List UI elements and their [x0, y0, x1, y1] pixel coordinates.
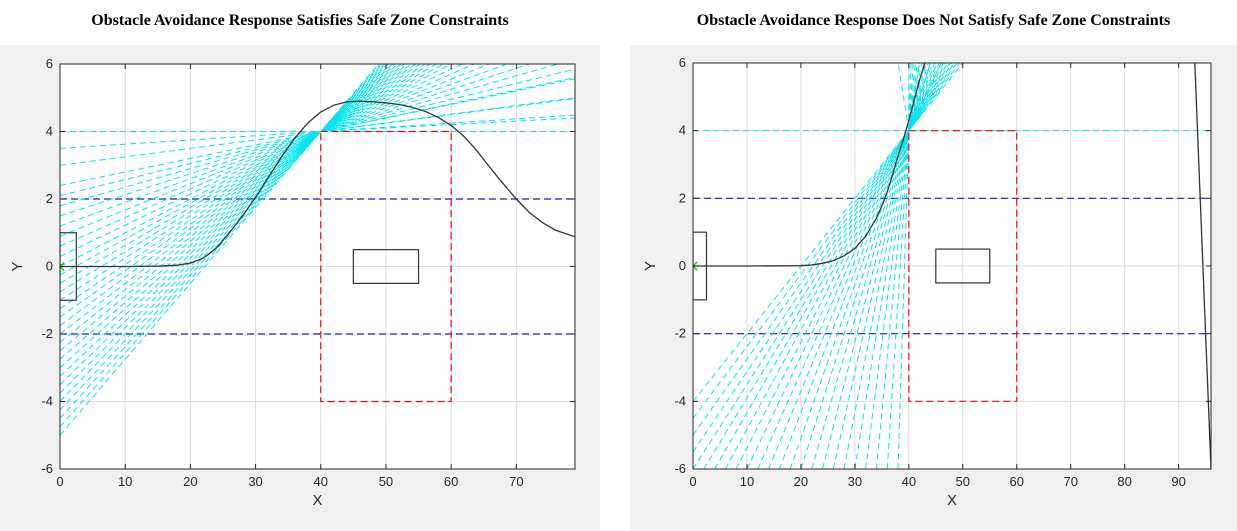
fan-line [320, 117, 575, 132]
x-tick-label: 70 [509, 474, 523, 489]
y-tick-label: 0 [679, 258, 686, 273]
x-tick-label: 50 [379, 474, 393, 489]
fan-line [908, 63, 942, 131]
start-marker [60, 265, 65, 272]
trajectory-line [60, 100, 575, 268]
y-tick-label: 6 [679, 55, 686, 70]
x-tick-label: 30 [848, 474, 862, 489]
safe-zone-rect [320, 130, 452, 403]
y-tick-label: -6 [674, 461, 686, 476]
x-tick-label: 50 [956, 474, 970, 489]
fan-line [60, 64, 476, 247]
fan-line [778, 63, 936, 469]
obstacle-rect [935, 248, 991, 284]
x-tick-label: 10 [118, 474, 132, 489]
y-axis-label: Y [642, 261, 659, 271]
x-axis-label: X [312, 492, 322, 509]
safe-zone-rect [908, 130, 1018, 402]
y-tick-label: -6 [41, 461, 53, 476]
fan-line [60, 64, 453, 267]
fan-line [60, 64, 438, 284]
x-tick-label: 90 [1171, 474, 1185, 489]
fan-line [714, 63, 949, 469]
fan-line [908, 63, 921, 131]
y-tick-label: -4 [674, 393, 686, 408]
y-tick-label: -4 [41, 394, 53, 409]
x-tick-label: 20 [183, 474, 197, 489]
fan-line [724, 63, 947, 469]
y-tick-label: 4 [46, 124, 53, 139]
fan-line [832, 63, 925, 469]
x-tick-label: 0 [689, 474, 696, 489]
fan-line [60, 64, 445, 276]
fan-line [897, 63, 912, 469]
obstacle-rect [352, 249, 420, 284]
y-tick-label: 6 [46, 56, 53, 71]
fan-line [320, 97, 575, 132]
x-tick-label: 60 [444, 474, 458, 489]
fan-line [60, 64, 399, 360]
fan-line [843, 63, 923, 469]
start-marker [693, 264, 698, 271]
fan-line [908, 63, 931, 131]
trajectory-line [693, 63, 926, 267]
start-marker [60, 261, 65, 268]
fan-line [768, 63, 938, 469]
x-tick-label: 40 [902, 474, 916, 489]
fan-line [693, 63, 961, 419]
fan-line [60, 114, 575, 149]
fan-line [789, 63, 934, 469]
fan-line [60, 64, 417, 318]
fan-line [60, 64, 560, 207]
fan-line [875, 63, 916, 469]
chart-title-left: Obstacle Avoidance Response Satisfies Sa… [91, 12, 509, 29]
y-tick-label: 4 [679, 123, 686, 138]
y-axis-label: Y [9, 261, 26, 271]
x-tick-label: 60 [1010, 474, 1024, 489]
x-axis-label: X [947, 492, 957, 509]
y-tick-label: 2 [46, 191, 53, 206]
fan-line [693, 63, 955, 453]
fan-line [320, 77, 575, 132]
fan-line [897, 63, 910, 131]
fan-line [60, 64, 531, 217]
fan-line [60, 64, 432, 293]
fan-line [60, 64, 380, 436]
y-tick-label: -2 [41, 326, 53, 341]
x-tick-label: 10 [740, 474, 754, 489]
x-tick-label: 0 [56, 474, 63, 489]
x-tick-label: 70 [1063, 474, 1077, 489]
y-tick-label: -2 [674, 326, 686, 341]
start-marker [693, 261, 698, 268]
fan-line [886, 63, 914, 469]
fan-line [60, 64, 392, 385]
chart-right: 0 10 20 30 40 50 60 70 80 90 -6 -4 -2 0 2 4 6 X Y [630, 45, 1237, 531]
x-tick-label: 40 [314, 474, 328, 489]
fan-line [60, 64, 421, 310]
chart-title-right: Obstacle Avoidance Response Does Not Sat… [696, 12, 1171, 29]
fan-line [693, 63, 953, 469]
fan-line [735, 63, 944, 469]
x-tick-label: 80 [1117, 474, 1131, 489]
chart-left: 0 10 20 30 40 50 60 70 -6 -4 -2 0 2 4 6 X Y [0, 45, 600, 531]
fan-line [60, 64, 509, 227]
fan-line [693, 63, 964, 402]
x-tick-label: 30 [248, 474, 262, 489]
fan-line [60, 64, 385, 411]
plot-content-left [60, 64, 575, 469]
fan-lines-right [693, 63, 964, 469]
y-tick-label: 0 [46, 259, 53, 274]
fan-line [60, 64, 402, 352]
fan-line [60, 68, 575, 197]
fan-line [854, 63, 921, 469]
x-tick-label: 20 [794, 474, 808, 489]
y-tick-label: 2 [679, 190, 686, 205]
fan-line [60, 64, 463, 257]
fan-line [60, 64, 383, 419]
fan-lines-left [60, 64, 575, 436]
fan-line [865, 63, 918, 469]
fan-line [60, 64, 394, 377]
fan-line [60, 64, 405, 343]
plot-content-right [693, 63, 1211, 469]
